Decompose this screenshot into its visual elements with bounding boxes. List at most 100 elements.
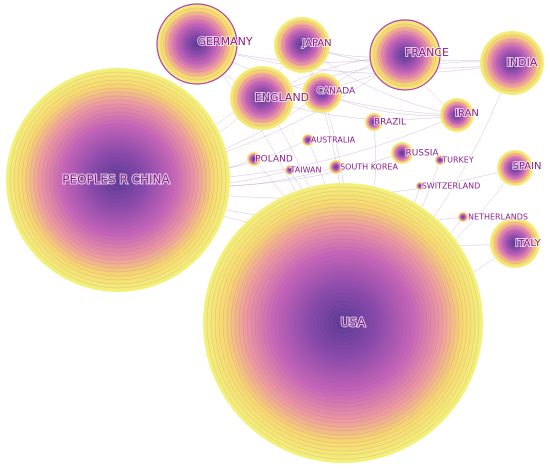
node-label: BRAZIL — [374, 118, 406, 128]
node-label: SWITZERLAND — [422, 182, 481, 191]
node-ring — [326, 306, 360, 340]
node-ring — [381, 31, 429, 79]
node-ring — [394, 145, 410, 161]
node — [391, 142, 413, 164]
node-ring — [93, 155, 143, 205]
node — [302, 73, 342, 113]
node — [458, 212, 468, 222]
node-ring — [448, 106, 466, 124]
node-ring — [437, 157, 443, 163]
node-ring — [373, 23, 437, 87]
node-ring — [285, 28, 319, 62]
labels: PEOPLES R CHINA USA GERMANY JAPAN FRANCE INDI… — [61, 34, 542, 331]
node-ring — [210, 190, 476, 456]
node — [480, 31, 544, 95]
node-ring — [293, 36, 311, 54]
node-ring — [172, 19, 222, 69]
node-ring — [507, 160, 523, 176]
node-ring — [500, 153, 530, 183]
node-label: FRANCE — [405, 46, 449, 59]
node-ring — [17, 79, 219, 281]
node-ring — [254, 234, 432, 412]
node-ring — [168, 15, 226, 73]
node — [6, 68, 230, 292]
node — [156, 3, 238, 85]
node-ring — [452, 110, 462, 120]
node-ring — [160, 7, 234, 81]
node-ring — [369, 117, 379, 127]
node-ring — [277, 20, 327, 70]
node-ring — [29, 91, 207, 269]
node-ring — [309, 80, 335, 106]
node — [285, 165, 295, 175]
node-ring — [250, 155, 258, 163]
node-ring — [385, 35, 425, 75]
node-ring — [287, 167, 293, 173]
node-ring — [502, 230, 528, 256]
node-ring — [286, 266, 400, 380]
node-ring — [460, 214, 466, 220]
node-ring — [294, 274, 392, 372]
node-ring — [233, 69, 291, 127]
node-ring — [230, 210, 456, 436]
node-ring — [398, 149, 406, 157]
node-ring — [393, 43, 417, 67]
node-ring — [306, 286, 380, 360]
node-ring — [483, 34, 541, 92]
node-ring — [491, 42, 533, 84]
node-ring — [310, 290, 376, 356]
node-ring — [45, 107, 191, 253]
node — [230, 66, 294, 130]
node — [497, 150, 533, 186]
node-ring — [322, 302, 364, 344]
node-ring — [314, 294, 372, 352]
node-label: RUSSIA — [405, 149, 439, 159]
node-ring — [33, 95, 203, 265]
node-ring — [214, 194, 472, 452]
node-label: USA — [341, 316, 367, 330]
node-ring — [69, 131, 167, 229]
node-ring — [304, 136, 312, 144]
node-ring — [53, 115, 183, 245]
node-ring — [389, 39, 421, 71]
node — [274, 17, 330, 73]
node-ring — [330, 310, 356, 336]
node-ring — [305, 76, 339, 110]
node-ring — [238, 218, 448, 428]
node-ring — [444, 102, 470, 128]
node-ring — [226, 206, 460, 440]
node-ring — [511, 164, 519, 172]
node-ring — [176, 23, 218, 65]
node-ring — [250, 230, 436, 416]
node-ring — [61, 123, 175, 237]
node-ring — [101, 163, 135, 197]
node-ring — [180, 27, 214, 61]
node-ring — [21, 83, 215, 277]
node-label: TURKEY — [441, 156, 474, 165]
node — [435, 155, 445, 165]
node-ring — [493, 221, 537, 265]
node — [440, 98, 474, 132]
node-ring — [57, 119, 179, 241]
node-ring — [49, 111, 187, 249]
node-label: ENGLAND — [255, 91, 309, 104]
node-ring — [246, 226, 440, 420]
node-label: AUSTRALIA — [311, 136, 356, 145]
node-label: ITALY — [515, 238, 541, 249]
node-ring — [400, 50, 410, 60]
node-ring — [397, 47, 413, 63]
node-ring — [332, 163, 340, 171]
node-ring — [499, 50, 525, 76]
node-ring — [85, 147, 151, 213]
node-ring — [297, 40, 307, 50]
node-ring — [234, 214, 452, 432]
node-ring — [318, 298, 368, 348]
node-ring — [25, 87, 211, 273]
node-ring — [77, 139, 159, 221]
node-ring — [258, 238, 428, 408]
node-ring — [298, 278, 388, 368]
node-ring — [237, 73, 287, 123]
node-ring — [507, 58, 517, 68]
node-ring — [37, 99, 199, 261]
